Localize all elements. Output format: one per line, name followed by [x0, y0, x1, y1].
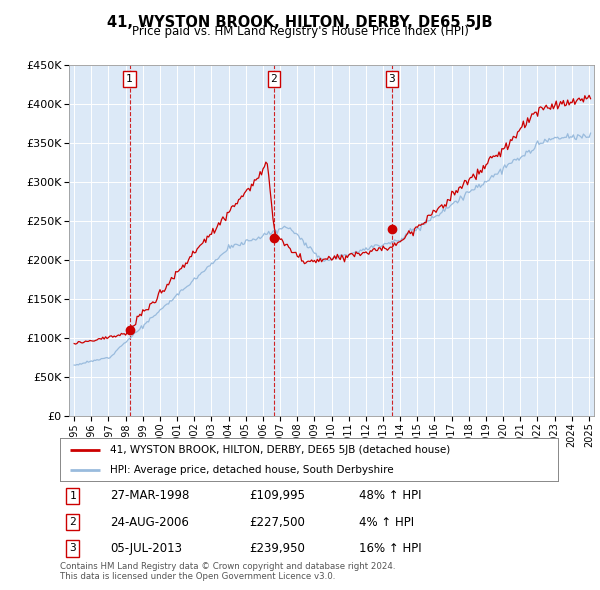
- Text: 1: 1: [126, 74, 133, 84]
- Text: 3: 3: [388, 74, 395, 84]
- Text: 2: 2: [271, 74, 277, 84]
- Text: 41, WYSTON BROOK, HILTON, DERBY, DE65 5JB (detached house): 41, WYSTON BROOK, HILTON, DERBY, DE65 5J…: [110, 445, 450, 455]
- Text: Contains HM Land Registry data © Crown copyright and database right 2024.
This d: Contains HM Land Registry data © Crown c…: [60, 562, 395, 581]
- Text: 4% ↑ HPI: 4% ↑ HPI: [359, 516, 414, 529]
- Text: 24-AUG-2006: 24-AUG-2006: [110, 516, 188, 529]
- Text: 48% ↑ HPI: 48% ↑ HPI: [359, 489, 421, 502]
- Text: 41, WYSTON BROOK, HILTON, DERBY, DE65 5JB: 41, WYSTON BROOK, HILTON, DERBY, DE65 5J…: [107, 15, 493, 30]
- Text: Price paid vs. HM Land Registry's House Price Index (HPI): Price paid vs. HM Land Registry's House …: [131, 25, 469, 38]
- Text: £227,500: £227,500: [249, 516, 305, 529]
- Text: £109,995: £109,995: [249, 489, 305, 502]
- Text: 27-MAR-1998: 27-MAR-1998: [110, 489, 189, 502]
- Text: 1: 1: [70, 491, 76, 501]
- Text: 16% ↑ HPI: 16% ↑ HPI: [359, 542, 421, 555]
- Text: 3: 3: [70, 543, 76, 553]
- Text: 2: 2: [70, 517, 76, 527]
- Text: 05-JUL-2013: 05-JUL-2013: [110, 542, 182, 555]
- Text: HPI: Average price, detached house, South Derbyshire: HPI: Average price, detached house, Sout…: [110, 466, 394, 475]
- Text: £239,950: £239,950: [249, 542, 305, 555]
